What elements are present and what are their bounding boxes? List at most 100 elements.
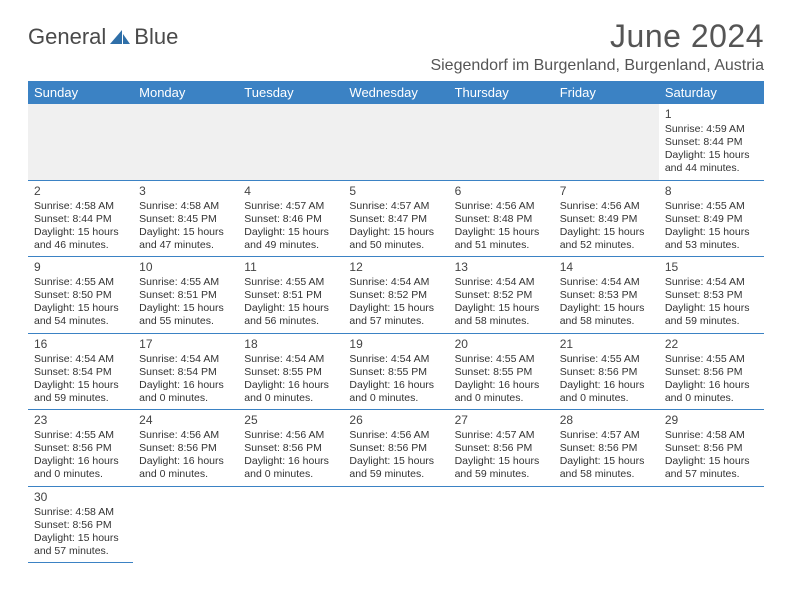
day-number: 13 bbox=[455, 260, 548, 275]
daylight-text: and 0 minutes. bbox=[34, 468, 127, 481]
day-number: 19 bbox=[349, 337, 442, 352]
daylight-text: and 57 minutes. bbox=[665, 468, 758, 481]
calendar-table: SundayMondayTuesdayWednesdayThursdayFrid… bbox=[28, 81, 764, 563]
day-number: 26 bbox=[349, 413, 442, 428]
calendar-head: SundayMondayTuesdayWednesdayThursdayFrid… bbox=[28, 81, 764, 104]
month-title: June 2024 bbox=[430, 18, 764, 55]
sunrise-text: Sunrise: 4:54 AM bbox=[665, 276, 758, 289]
calendar-empty-cell bbox=[133, 104, 238, 180]
sunrise-text: Sunrise: 4:56 AM bbox=[349, 429, 442, 442]
sunrise-text: Sunrise: 4:55 AM bbox=[34, 429, 127, 442]
sunset-text: Sunset: 8:44 PM bbox=[34, 213, 127, 226]
sunset-text: Sunset: 8:56 PM bbox=[665, 366, 758, 379]
calendar-day-cell: 7Sunrise: 4:56 AMSunset: 8:49 PMDaylight… bbox=[554, 180, 659, 257]
calendar-week-row: 2Sunrise: 4:58 AMSunset: 8:44 PM Daylight… bbox=[28, 180, 764, 257]
daylight-text: and 46 minutes. bbox=[34, 239, 127, 252]
sunset-text: Sunset: 8:54 PM bbox=[139, 366, 232, 379]
daylight-text: Daylight: 16 hours bbox=[665, 379, 758, 392]
daylight-text: Daylight: 16 hours bbox=[34, 455, 127, 468]
day-number: 24 bbox=[139, 413, 232, 428]
day-number: 6 bbox=[455, 184, 548, 199]
sunset-text: Sunset: 8:56 PM bbox=[560, 366, 653, 379]
daylight-text: Daylight: 15 hours bbox=[560, 226, 653, 239]
title-block: June 2024 Siegendorf im Burgenland, Burg… bbox=[430, 18, 764, 75]
weekday-header: Thursday bbox=[449, 81, 554, 104]
daylight-text: Daylight: 16 hours bbox=[560, 379, 653, 392]
daylight-text: and 59 minutes. bbox=[455, 468, 548, 481]
sunset-text: Sunset: 8:51 PM bbox=[139, 289, 232, 302]
calendar-day-cell: 15Sunrise: 4:54 AMSunset: 8:53 PMDayligh… bbox=[659, 257, 764, 334]
daylight-text: Daylight: 15 hours bbox=[34, 532, 127, 545]
calendar-day-cell: 16Sunrise: 4:54 AMSunset: 8:54 PMDayligh… bbox=[28, 333, 133, 410]
sunset-text: Sunset: 8:49 PM bbox=[560, 213, 653, 226]
day-number: 10 bbox=[139, 260, 232, 275]
calendar-week-row: 16Sunrise: 4:54 AMSunset: 8:54 PMDayligh… bbox=[28, 333, 764, 410]
calendar-day-cell: 22Sunrise: 4:55 AMSunset: 8:56 PMDayligh… bbox=[659, 333, 764, 410]
day-number: 27 bbox=[455, 413, 548, 428]
weekday-header: Friday bbox=[554, 81, 659, 104]
daylight-text: Daylight: 15 hours bbox=[665, 302, 758, 315]
daylight-text: Daylight: 15 hours bbox=[139, 226, 232, 239]
daylight-text: and 47 minutes. bbox=[139, 239, 232, 252]
sunrise-text: Sunrise: 4:55 AM bbox=[665, 353, 758, 366]
calendar-week-row: 30Sunrise: 4:58 AMSunset: 8:56 PMDayligh… bbox=[28, 486, 764, 563]
sunrise-text: Sunrise: 4:56 AM bbox=[455, 200, 548, 213]
logo: General Blue bbox=[28, 24, 178, 50]
calendar-empty-cell bbox=[238, 486, 343, 563]
sunset-text: Sunset: 8:56 PM bbox=[349, 442, 442, 455]
daylight-text: and 50 minutes. bbox=[349, 239, 442, 252]
daylight-text: and 44 minutes. bbox=[665, 162, 758, 175]
day-number: 15 bbox=[665, 260, 758, 275]
sunrise-text: Sunrise: 4:58 AM bbox=[665, 429, 758, 442]
daylight-text: and 59 minutes. bbox=[665, 315, 758, 328]
daylight-text: Daylight: 15 hours bbox=[560, 455, 653, 468]
sunrise-text: Sunrise: 4:55 AM bbox=[665, 200, 758, 213]
weekday-header: Wednesday bbox=[343, 81, 448, 104]
daylight-text: and 59 minutes. bbox=[34, 392, 127, 405]
calendar-day-cell: 14Sunrise: 4:54 AMSunset: 8:53 PMDayligh… bbox=[554, 257, 659, 334]
daylight-text: and 55 minutes. bbox=[139, 315, 232, 328]
daylight-text: Daylight: 16 hours bbox=[244, 455, 337, 468]
calendar-day-cell: 21Sunrise: 4:55 AMSunset: 8:56 PMDayligh… bbox=[554, 333, 659, 410]
sunset-text: Sunset: 8:54 PM bbox=[34, 366, 127, 379]
sunset-text: Sunset: 8:51 PM bbox=[244, 289, 337, 302]
sunrise-text: Sunrise: 4:54 AM bbox=[455, 276, 548, 289]
sunset-text: Sunset: 8:49 PM bbox=[665, 213, 758, 226]
sunrise-text: Sunrise: 4:58 AM bbox=[34, 200, 127, 213]
sunset-text: Sunset: 8:53 PM bbox=[665, 289, 758, 302]
calendar-day-cell: 23Sunrise: 4:55 AMSunset: 8:56 PMDayligh… bbox=[28, 410, 133, 487]
sunrise-text: Sunrise: 4:58 AM bbox=[34, 506, 127, 519]
sunrise-text: Sunrise: 4:54 AM bbox=[560, 276, 653, 289]
weekday-header: Monday bbox=[133, 81, 238, 104]
sunrise-text: Sunrise: 4:55 AM bbox=[455, 353, 548, 366]
calendar-empty-cell bbox=[449, 486, 554, 563]
day-number: 21 bbox=[560, 337, 653, 352]
day-number: 7 bbox=[560, 184, 653, 199]
sunrise-text: Sunrise: 4:54 AM bbox=[139, 353, 232, 366]
calendar-day-cell: 25Sunrise: 4:56 AMSunset: 8:56 PMDayligh… bbox=[238, 410, 343, 487]
weekday-header: Saturday bbox=[659, 81, 764, 104]
sunset-text: Sunset: 8:53 PM bbox=[560, 289, 653, 302]
calendar-empty-cell bbox=[554, 104, 659, 180]
calendar-week-row: 23Sunrise: 4:55 AM Sunset: 8:56 PM Dayligh… bbox=[28, 410, 764, 487]
day-number: 3 bbox=[139, 184, 232, 199]
daylight-text: and 0 minutes. bbox=[244, 468, 337, 481]
day-number: 23 bbox=[34, 413, 127, 428]
calendar-empty-cell bbox=[343, 104, 448, 180]
daylight-text: Daylight: 16 hours bbox=[139, 455, 232, 468]
weekday-header: Tuesday bbox=[238, 81, 343, 104]
sunset-text: Sunset: 8:56 PM bbox=[665, 442, 758, 455]
sunrise-text: Sunrise: 4:54 AM bbox=[349, 276, 442, 289]
day-number: 30 bbox=[34, 490, 127, 505]
calendar-day-cell: 18Sunrise: 4:54 AMSunset: 8:55 PMDayligh… bbox=[238, 333, 343, 410]
day-number: 8 bbox=[665, 184, 758, 199]
sunrise-text: Sunrise: 4:57 AM bbox=[244, 200, 337, 213]
sunrise-text: Sunrise: 4:56 AM bbox=[139, 429, 232, 442]
day-number: 2 bbox=[34, 184, 127, 199]
daylight-text: and 0 minutes. bbox=[349, 392, 442, 405]
calendar-day-cell: 28Sunrise: 4:57 AMSunset: 8:56 PMDayligh… bbox=[554, 410, 659, 487]
daylight-text: Daylight: 15 hours bbox=[455, 455, 548, 468]
calendar-body: 1Sunrise: 4:59 AMSunset: 8:44 PMDaylight… bbox=[28, 104, 764, 563]
daylight-text: and 0 minutes. bbox=[560, 392, 653, 405]
daylight-text: Daylight: 15 hours bbox=[665, 226, 758, 239]
